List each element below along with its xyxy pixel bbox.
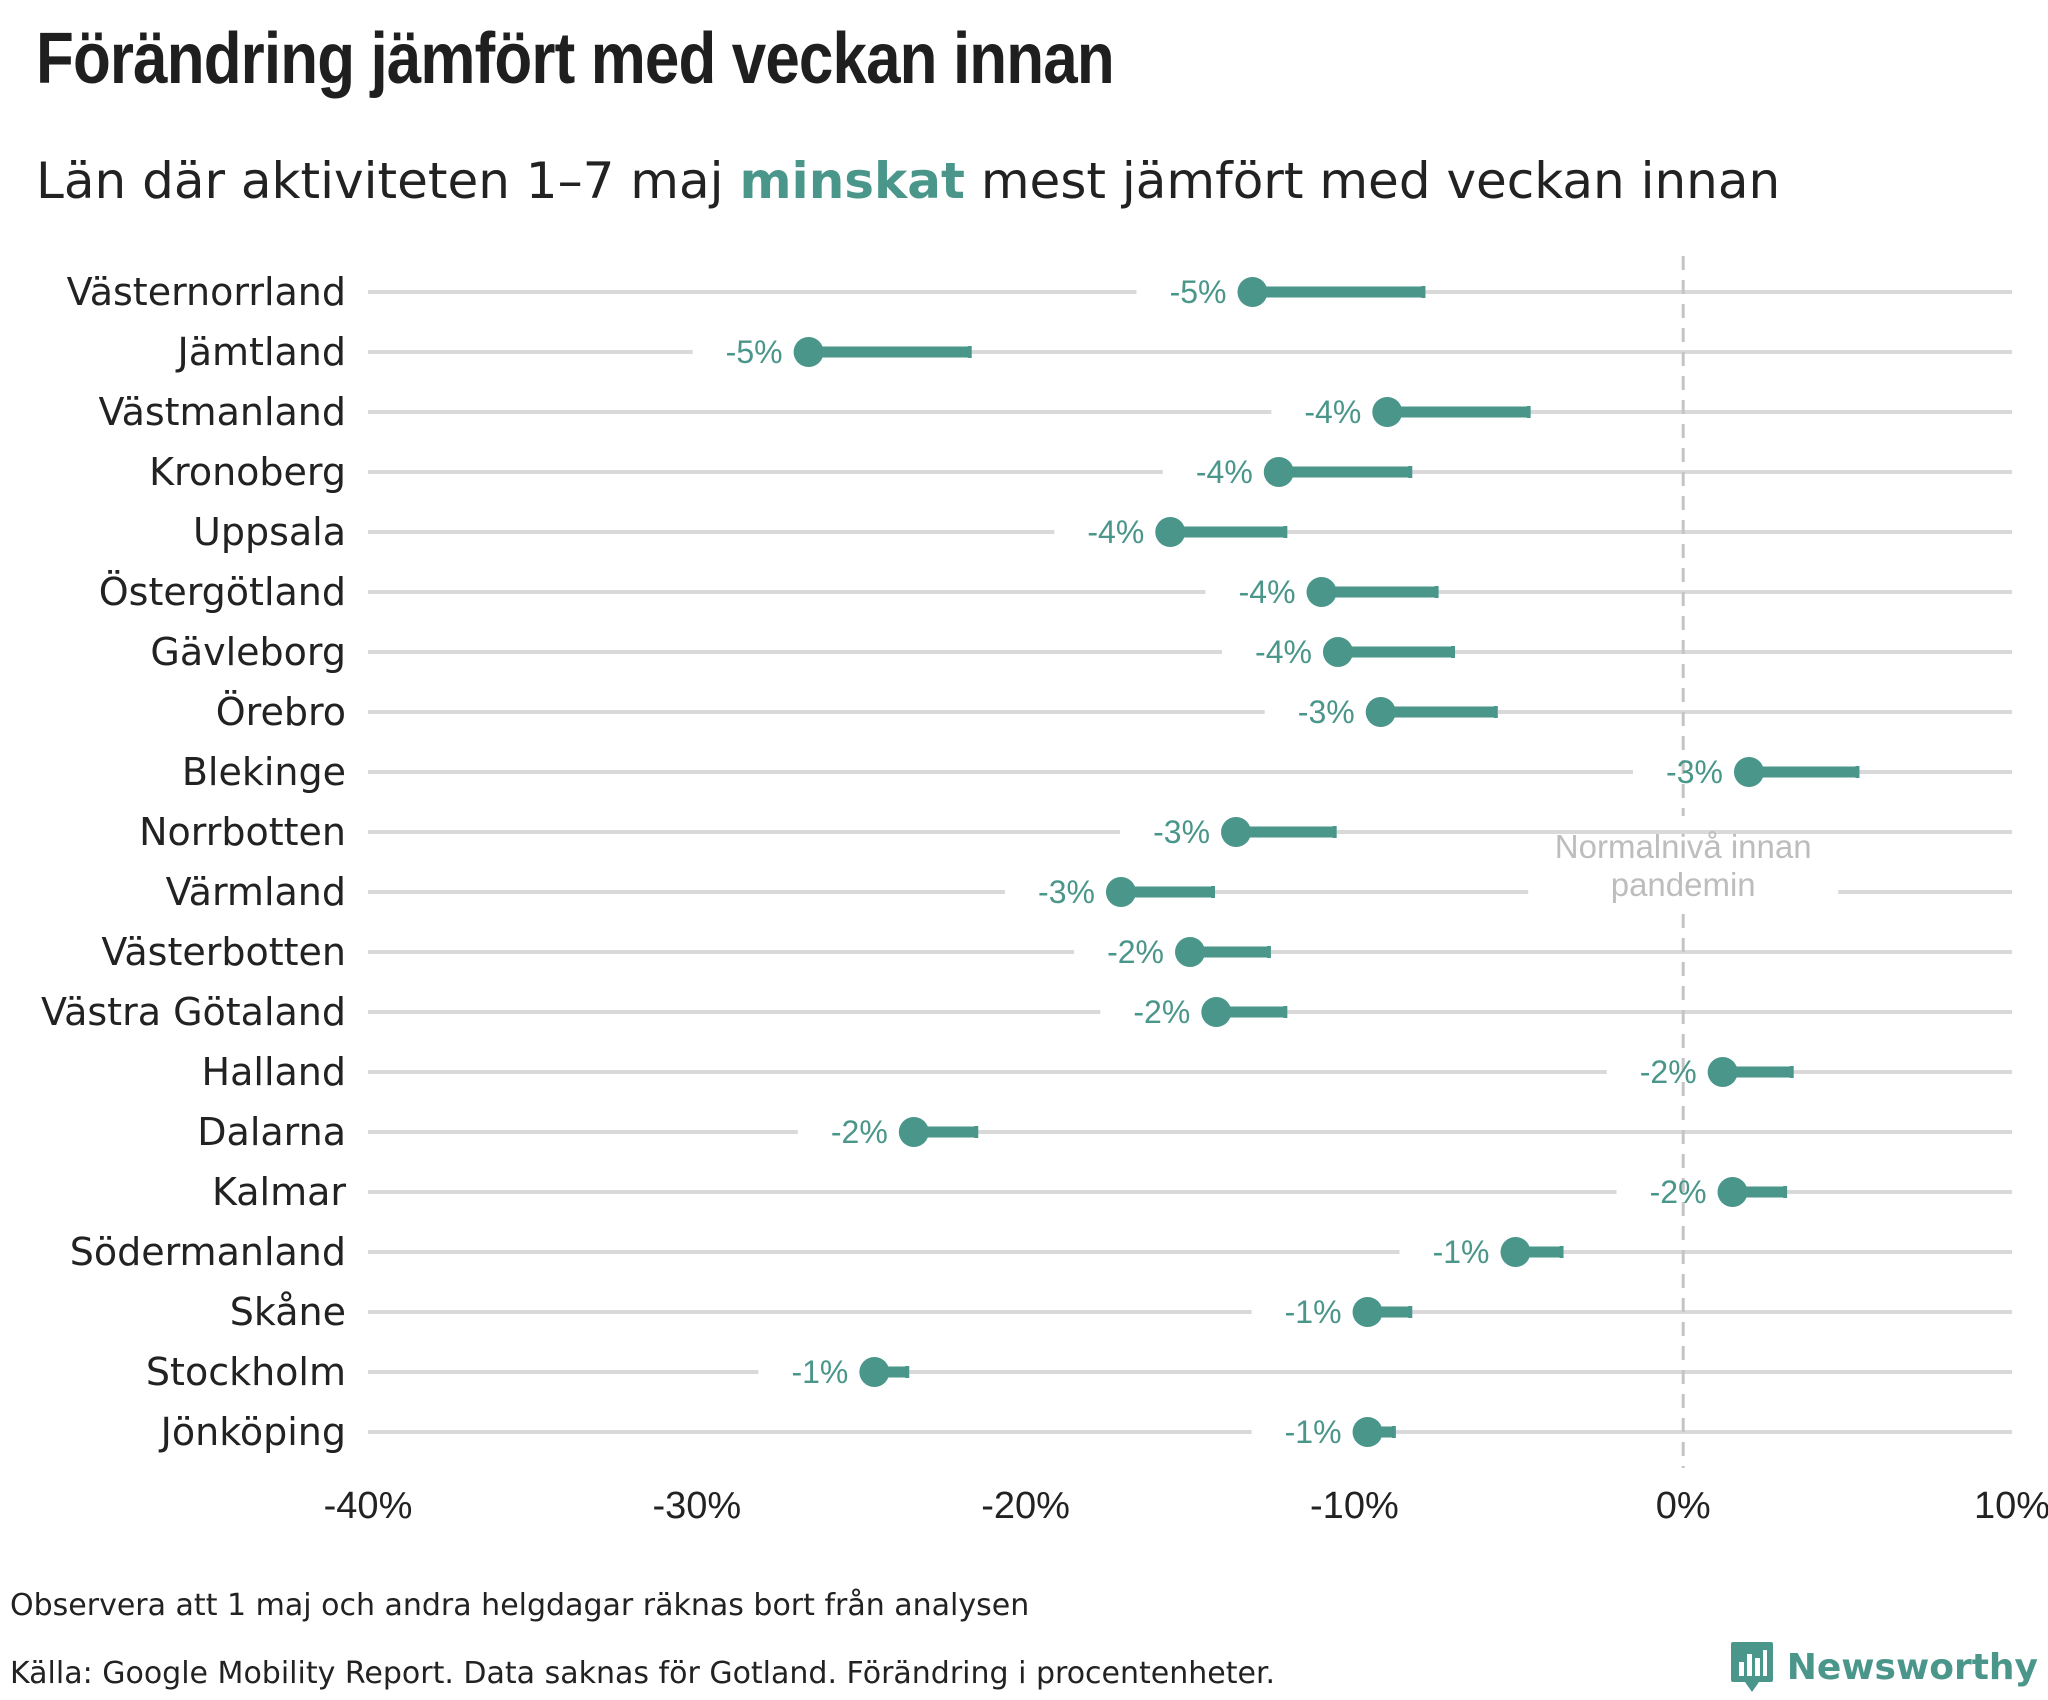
- region-labels: Västernorrland Jämtland Västmanland Kronobe…: [41, 270, 346, 1454]
- change-label: -3%: [1038, 874, 1095, 910]
- current-value-point: [1175, 937, 1205, 967]
- change-label: -2%: [1133, 994, 1190, 1030]
- region-label: Uppsala: [193, 510, 346, 554]
- current-value-point: [1717, 1177, 1748, 1207]
- region-label: Kronoberg: [149, 450, 346, 494]
- current-value-point: [1733, 757, 1764, 787]
- change-label: -1%: [791, 1354, 848, 1390]
- change-label: -4%: [1304, 394, 1361, 430]
- source-note: Källa: Google Mobility Report. Data sakn…: [10, 1656, 1276, 1691]
- current-value-point: [793, 337, 824, 367]
- change-label: -5%: [1170, 274, 1227, 310]
- region-label: Västra Götaland: [41, 990, 346, 1034]
- region-label: Jönköping: [159, 1410, 346, 1454]
- change-label: -2%: [1107, 934, 1164, 970]
- change-label: -1%: [1285, 1294, 1342, 1330]
- region-label: Värmland: [166, 870, 346, 914]
- newsworthy-logo-icon: [1730, 1642, 1773, 1692]
- region-label: Dalarna: [197, 1110, 346, 1154]
- chart-title: Förändring jämfört med veckan innan: [36, 19, 1115, 99]
- current-value-point: [898, 1117, 929, 1147]
- holiday-note: Observera att 1 maj och andra helgdagar …: [10, 1588, 1030, 1623]
- current-value-point: [1500, 1237, 1531, 1267]
- current-value-point: [1352, 1297, 1383, 1327]
- subtitle-text-end: mest jämfört med veckan innan: [964, 152, 1781, 210]
- current-value-point: [1372, 397, 1403, 427]
- region-label: Södermanland: [70, 1230, 346, 1274]
- change-label: -4%: [1196, 454, 1253, 490]
- current-value-point: [1365, 697, 1396, 727]
- change-label: -1%: [1433, 1234, 1490, 1270]
- current-value-point: [1221, 817, 1252, 847]
- region-label: Norrbotten: [139, 810, 346, 854]
- region-label: Västerbotten: [101, 930, 346, 974]
- change-label: -3%: [1153, 814, 1210, 850]
- grid-lines: [368, 290, 2012, 1434]
- region-label: Gävleborg: [150, 630, 346, 674]
- region-label: Stockholm: [146, 1350, 346, 1394]
- x-tick-label: 10%: [1974, 1485, 2048, 1527]
- x-tick-label: -20%: [981, 1485, 1070, 1527]
- chart-subtitle: Län där aktiviteten 1–7 maj minskat mest…: [36, 152, 1780, 210]
- current-value-point: [1322, 637, 1353, 667]
- region-label: Jämtland: [176, 330, 346, 374]
- change-label: -3%: [1298, 694, 1355, 730]
- change-label: -4%: [1255, 634, 1312, 670]
- change-label: -2%: [1640, 1054, 1697, 1090]
- subtitle-text-start: Län där aktiviteten 1–7 maj: [36, 152, 740, 210]
- region-label: Västernorrland: [67, 270, 346, 314]
- change-label: -4%: [1087, 514, 1144, 550]
- current-value-point: [1352, 1417, 1383, 1447]
- change-label: -2%: [1650, 1174, 1707, 1210]
- data-marks: -5% -5% -4% -4% -4% -4% -4% -3% -3% -3% -3% -2% -2% -…: [726, 274, 1860, 1450]
- reference-label: pandemin: [1611, 866, 1756, 903]
- change-label: -1%: [1285, 1414, 1342, 1450]
- current-value-point: [1707, 1057, 1738, 1087]
- x-tick-label: 0%: [1656, 1485, 1711, 1527]
- current-value-point: [1105, 877, 1136, 907]
- region-label: Östergötland: [99, 570, 346, 614]
- current-value-point: [859, 1357, 890, 1387]
- change-label: -2%: [831, 1114, 888, 1150]
- region-label: Västmanland: [99, 390, 346, 434]
- region-label: Skåne: [230, 1290, 346, 1334]
- brand-name: Newsworthy: [1786, 1646, 2038, 1688]
- x-tick-label: -10%: [1310, 1485, 1399, 1527]
- region-label: Örebro: [216, 690, 346, 734]
- x-axis: -40% -30% -20% -10% 0% 10%: [324, 1485, 2048, 1527]
- reference-label: Normalnivå innan: [1555, 828, 1812, 865]
- x-tick-label: -30%: [652, 1485, 741, 1527]
- x-tick-label: -40%: [324, 1485, 413, 1527]
- brand-logo: Newsworthy: [1729, 1640, 2038, 1694]
- current-value-point: [1237, 277, 1268, 307]
- current-value-point: [1263, 457, 1294, 487]
- region-label: Kalmar: [212, 1170, 346, 1214]
- change-label: -3%: [1666, 754, 1723, 790]
- region-label: Blekinge: [182, 750, 346, 794]
- current-value-point: [1155, 517, 1186, 547]
- region-label: Halland: [202, 1050, 346, 1094]
- change-label: -4%: [1239, 574, 1296, 610]
- current-value-point: [1201, 997, 1232, 1027]
- subtitle-highlight: minskat: [739, 152, 965, 210]
- change-label: -5%: [726, 334, 783, 370]
- current-value-point: [1306, 577, 1337, 607]
